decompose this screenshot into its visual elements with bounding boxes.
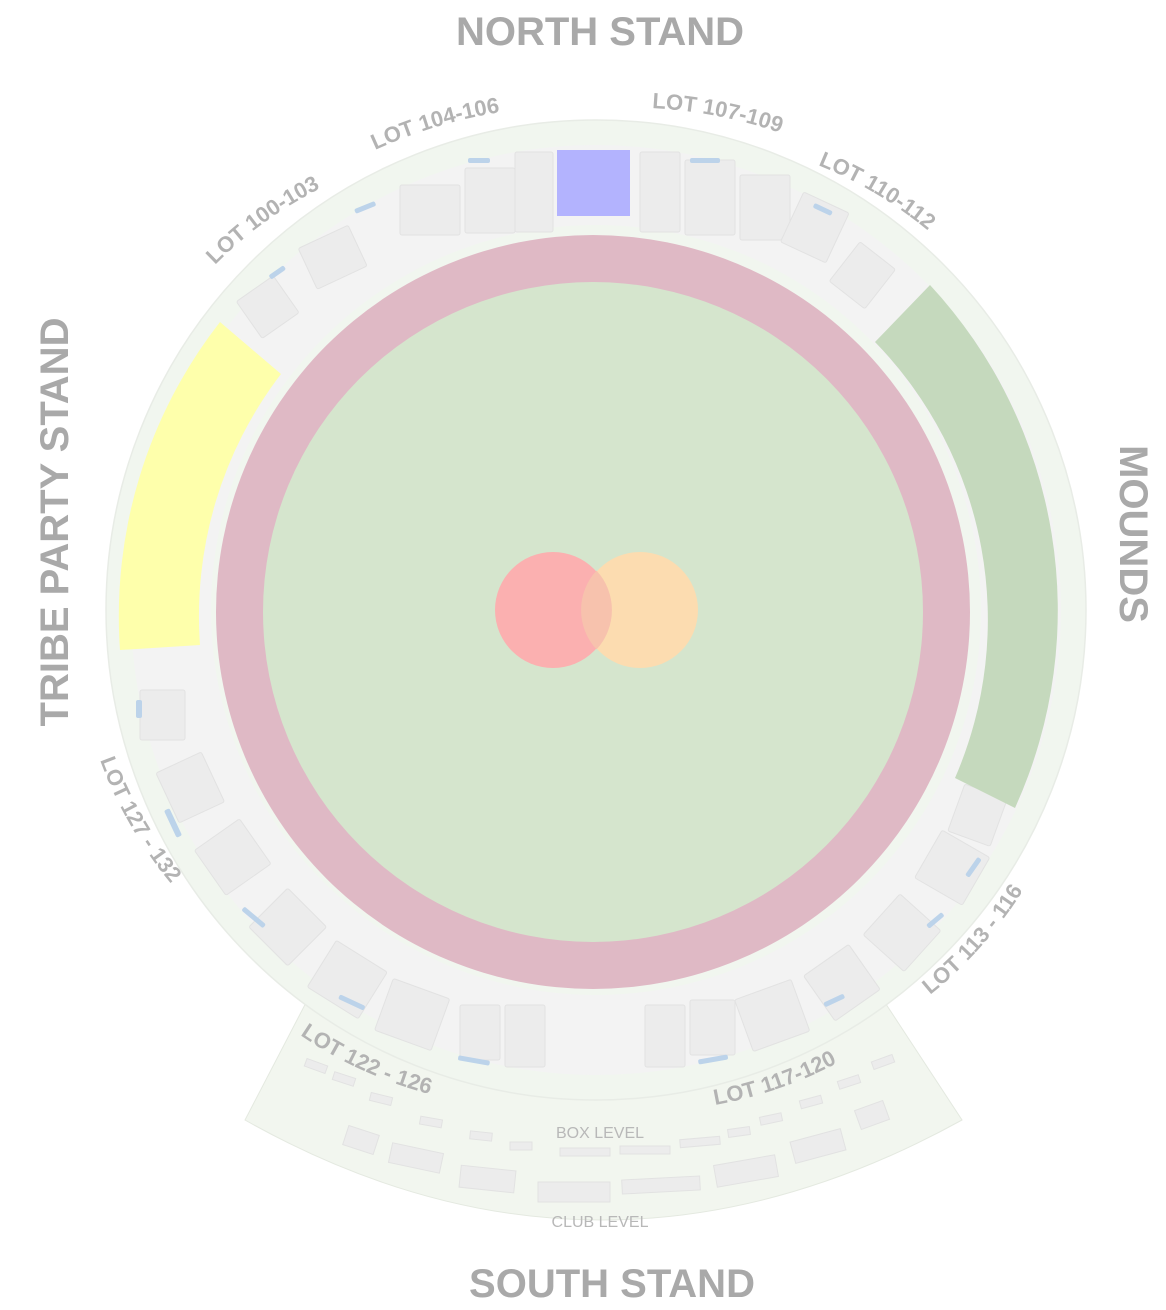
tribe-party-stand[interactable]: [118, 322, 281, 650]
seat-strips-south: [136, 700, 981, 1066]
north-highlight-block[interactable]: [557, 150, 630, 216]
pitch-circle-left: [495, 552, 611, 668]
club-level-label: CLUB LEVEL: [552, 1214, 649, 1231]
north-stand-title: NORTH STAND: [456, 10, 744, 54]
pitch-circle-right: [582, 552, 698, 668]
seat-blocks-south: [139, 689, 1008, 1068]
box-level-seats: [303, 1053, 896, 1157]
mounds-stand[interactable]: [875, 285, 1058, 808]
club-level-seats: [342, 1099, 891, 1203]
tribe-party-stand-title: TRIBE PARTY STAND: [33, 318, 77, 727]
seat-blocks-north: [236, 151, 896, 339]
pitch-overlap: [581, 570, 612, 650]
mounds-title: MOUNDS: [1111, 445, 1155, 623]
box-level-label: BOX LEVEL: [556, 1125, 644, 1142]
south-stand-title: SOUTH STAND: [469, 1262, 755, 1306]
seat-strips-north: [269, 158, 833, 279]
